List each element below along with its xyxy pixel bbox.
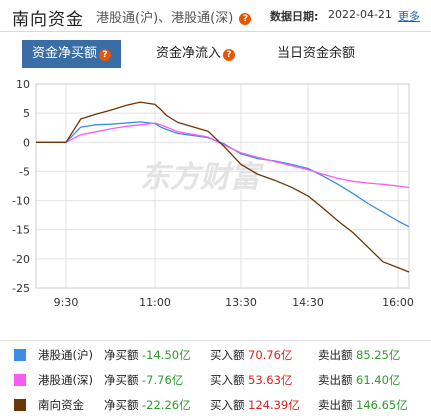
y-tick-label: -10 (12, 195, 30, 208)
legend-series-name: 港股通(深) (38, 373, 93, 387)
tab-bar: 资金净买额? 资金净流入? 当日资金余额 (0, 40, 431, 68)
help-icon[interactable]: ? (239, 13, 252, 25)
legend-swatch (14, 349, 26, 361)
net-buy-value: -22.26亿 (142, 398, 191, 412)
net-buy-value: -7.76亿 (142, 373, 184, 387)
y-tick-label: -5 (19, 165, 30, 178)
buy-value: 53.63亿 (248, 373, 293, 387)
tab-net-buy-label: 资金净买额 (32, 46, 98, 61)
legend-row: 港股通(沪) 净买额 -14.50亿 买入额 70.76亿 卖出额 85.25亿 (0, 343, 431, 367)
net-buy-label: 净买额 (104, 373, 139, 387)
date-value: 2022-04-21 (328, 8, 392, 21)
legend-swatch (14, 399, 26, 411)
sell-value: 146.65亿 (356, 398, 408, 412)
y-tick-label: -15 (12, 224, 30, 237)
more-link[interactable]: 更多 (398, 10, 420, 23)
help-icon[interactable]: ? (99, 49, 112, 61)
x-tick-label: 14:30 (292, 296, 324, 309)
tab-daily-balance-label: 当日资金余额 (277, 46, 356, 61)
net-buy-chart: 10 5 0 -5 -10 -15 -20 -25 9:30 11:00 13:30 14:30 16:… (12, 78, 414, 309)
legend-series-name: 港股通(沪) (38, 348, 93, 362)
legend-row: 南向资金 净买额 -22.26亿 买入额 124.39亿 卖出额 146.65亿 (0, 393, 431, 417)
watermark-text: 东方财富 (140, 160, 264, 195)
tab-daily-balance[interactable]: 当日资金余额 (277, 40, 355, 68)
date-label: 数据日期: (270, 10, 319, 23)
series-line (36, 122, 410, 189)
series-line (36, 101, 410, 273)
plot-frame (35, 83, 410, 289)
tab-net-buy[interactable]: 资金净买额? (22, 40, 122, 68)
page-subtitle: 港股通(沪)、港股通(深) ? (96, 7, 252, 26)
series-line (36, 121, 410, 228)
sell-label: 卖出额 (318, 348, 353, 362)
help-icon[interactable]: ? (223, 49, 236, 61)
sell-value: 61.40亿 (356, 373, 401, 387)
sell-value: 85.25亿 (356, 348, 401, 362)
tab-net-inflow-label: 资金净流入 (156, 46, 222, 61)
x-tick-label: 16:00 (382, 296, 414, 309)
page-title: 南向资金 (12, 10, 84, 30)
y-tick-label: 5 (23, 107, 30, 120)
y-tick-label: -20 (12, 253, 30, 266)
y-tick-label: 0 (23, 136, 30, 149)
buy-label: 买入额 (210, 373, 245, 387)
legend-series-name: 南向资金 (38, 398, 84, 412)
header-divider (0, 31, 431, 32)
sell-label: 卖出额 (318, 398, 353, 412)
buy-label: 买入额 (210, 348, 245, 362)
legend-swatch (14, 374, 26, 386)
x-tick-label: 11:00 (139, 296, 171, 309)
subtitle-text: 港股通(沪)、港股通(深) (96, 11, 234, 26)
buy-value: 124.39亿 (248, 398, 300, 412)
net-buy-label: 净买额 (104, 398, 139, 412)
net-buy-label: 净买额 (104, 348, 139, 362)
header: 南向资金 港股通(沪)、港股通(深) ? 数据日期: 2022-04-21 更多 (0, 0, 431, 32)
net-buy-value: -14.50亿 (142, 348, 191, 362)
y-tick-label: 10 (16, 78, 30, 91)
legend-row: 港股通(深) 净买额 -7.76亿 买入额 53.63亿 卖出额 61.40亿 (0, 368, 431, 392)
buy-label: 买入额 (210, 398, 245, 412)
tab-net-inflow[interactable]: 资金净流入? (156, 40, 236, 68)
x-tick-label: 9:30 (54, 296, 79, 309)
x-tick-label: 13:30 (225, 296, 257, 309)
y-tick-label: -25 (12, 282, 30, 295)
buy-value: 70.76亿 (248, 348, 293, 362)
sell-label: 卖出额 (318, 373, 353, 387)
legend-table: 港股通(沪) 净买额 -14.50亿 买入额 70.76亿 卖出额 85.25亿… (0, 340, 431, 420)
